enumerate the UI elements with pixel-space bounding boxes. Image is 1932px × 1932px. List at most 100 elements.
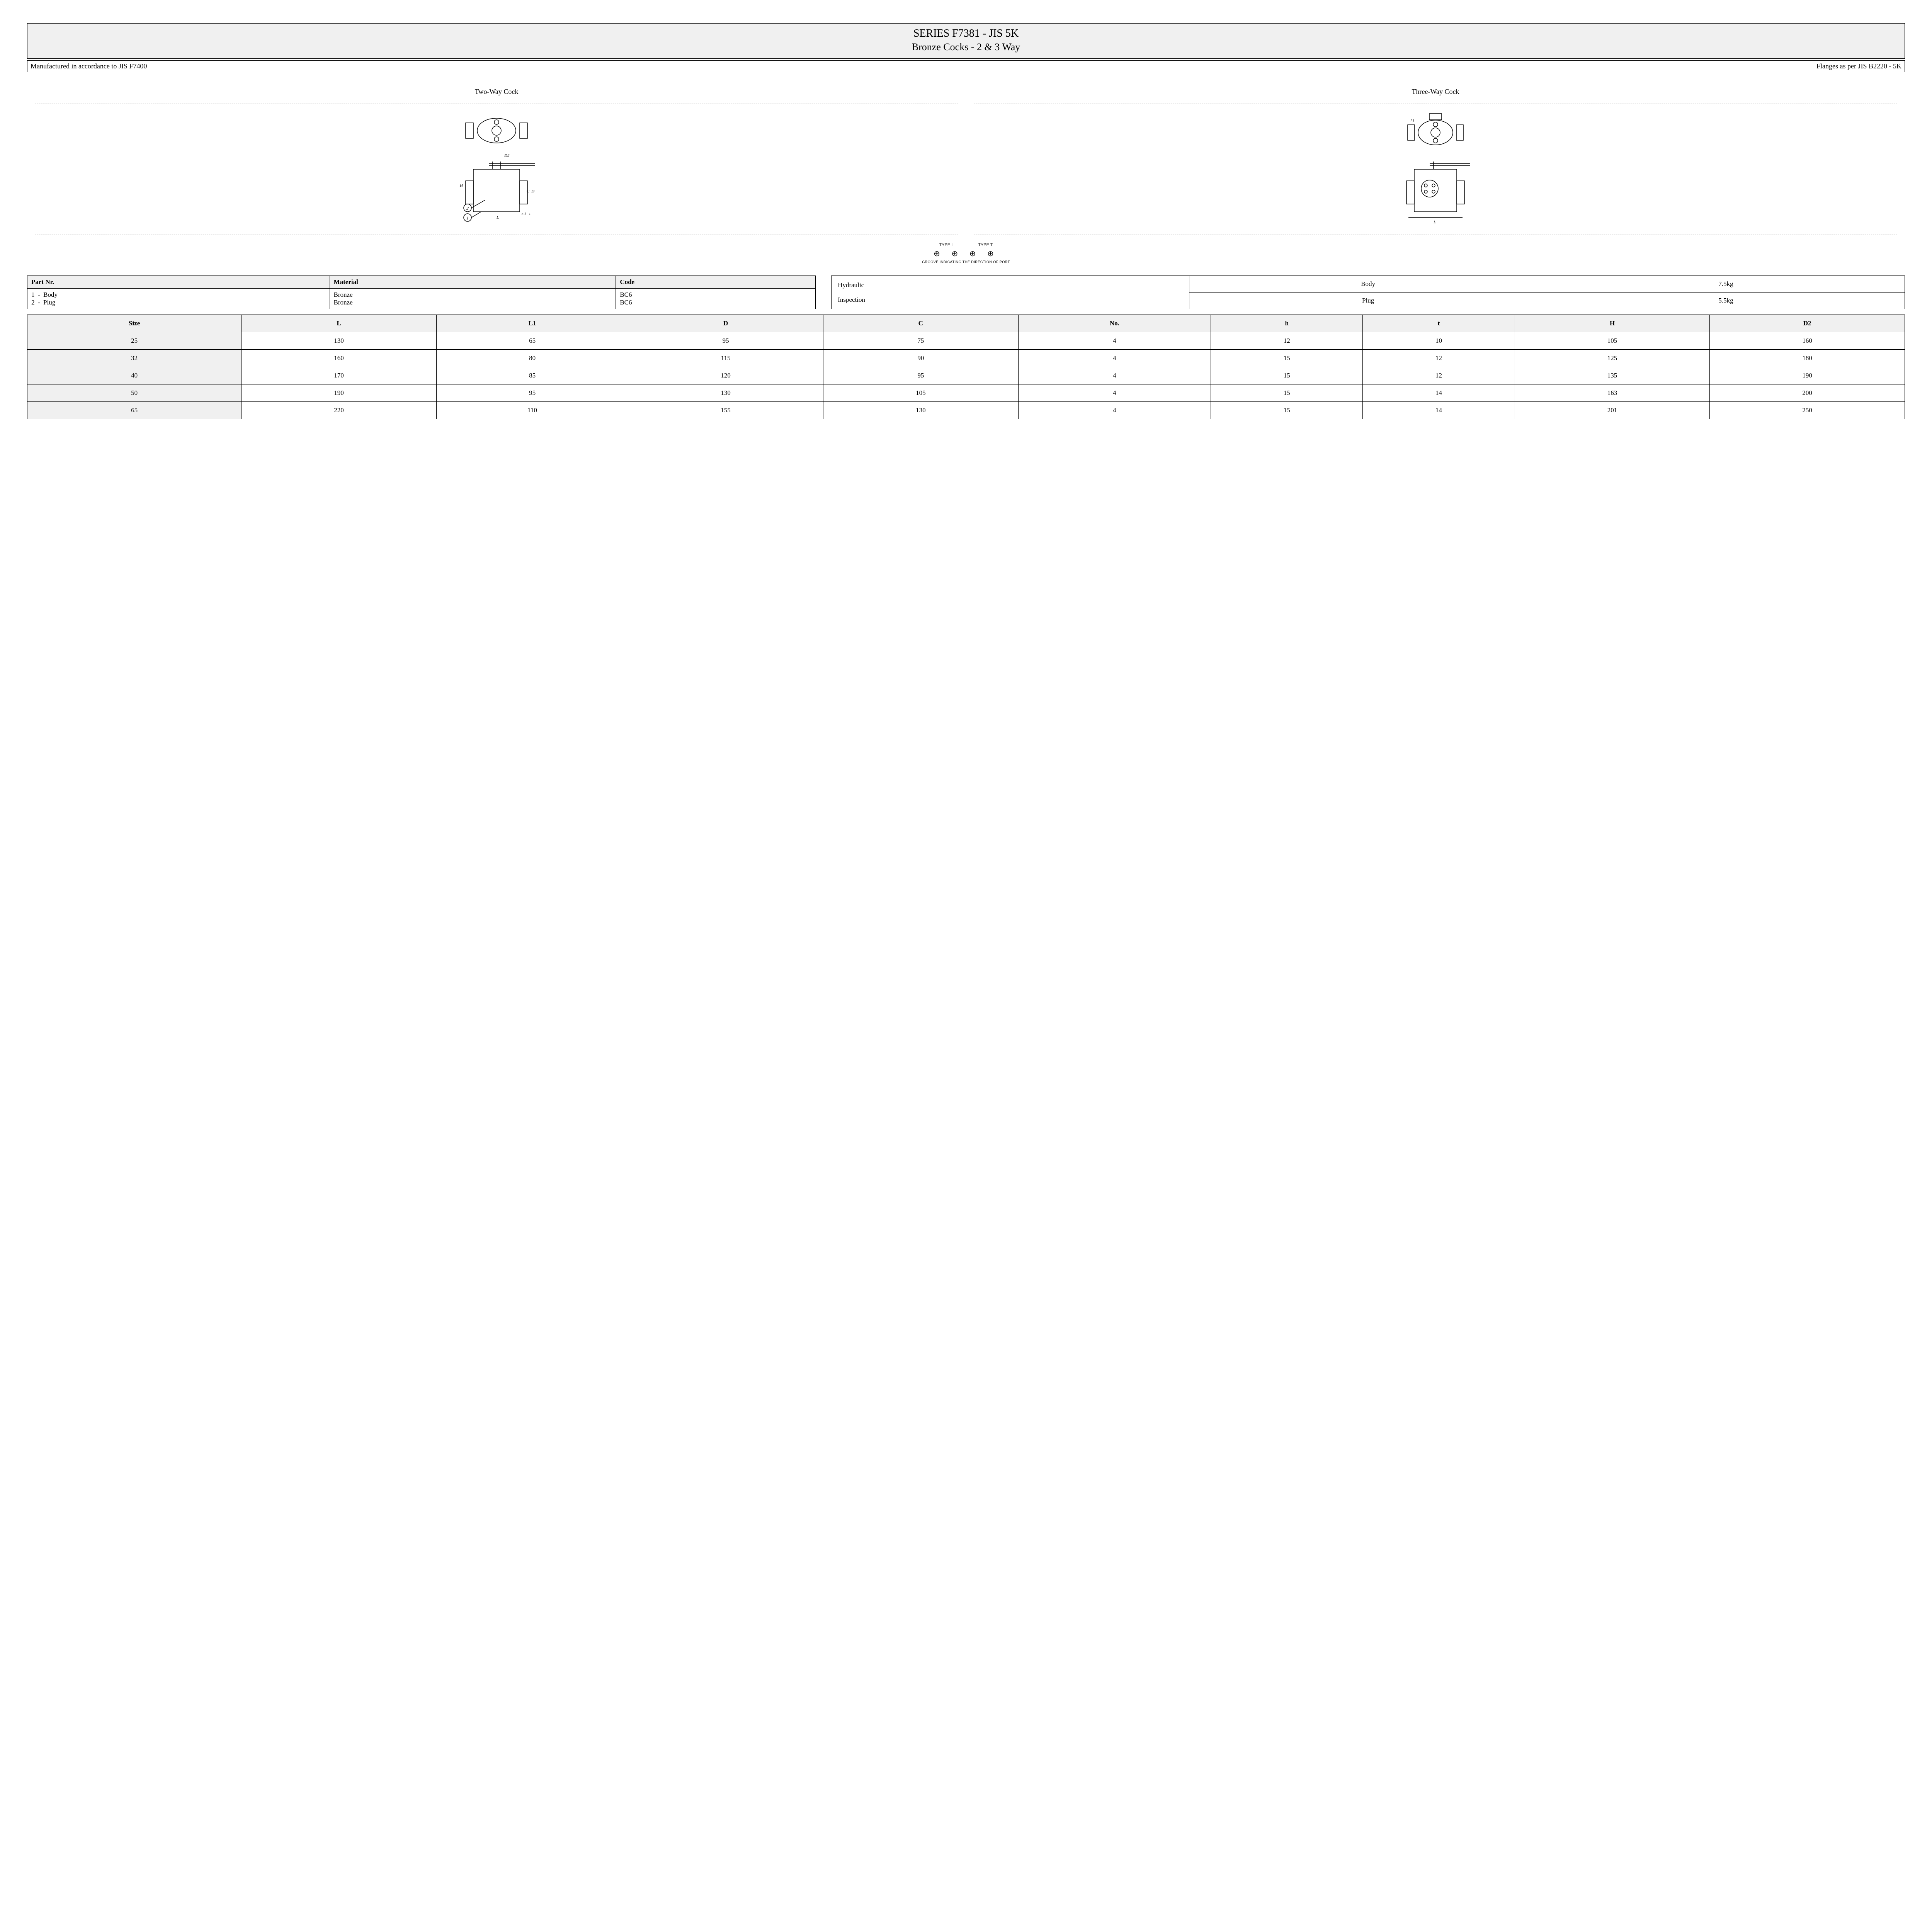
dim-cell: 12 bbox=[1363, 367, 1515, 384]
subtitle-row: Manufactured in accordance to JIS F7400 … bbox=[27, 60, 1905, 72]
dim-hdr-1: L bbox=[242, 315, 437, 332]
dim-cell: 160 bbox=[242, 350, 437, 367]
two-way-svg: 2 1 D2 C D L H n-h t bbox=[454, 111, 539, 227]
dim-cell: 95 bbox=[628, 332, 823, 350]
svg-text:C: C bbox=[527, 189, 530, 194]
inspection-table: Hydraulic Inspection Body 7.5kg Plug 5.5… bbox=[831, 276, 1905, 309]
dim-cell: 14 bbox=[1363, 402, 1515, 419]
dim-cell: 190 bbox=[242, 384, 437, 402]
material-header-row: Part Nr. Material Code bbox=[27, 276, 816, 289]
dim-cell: 80 bbox=[436, 350, 628, 367]
mat-part-1: 1 - Body bbox=[31, 291, 326, 299]
insp-value-2: 5.5kg bbox=[1547, 293, 1905, 309]
diagram-section: Two-Way Cock 2 bbox=[27, 88, 1905, 235]
dim-cell: 160 bbox=[1710, 332, 1905, 350]
title-line2: Bronze Cocks - 2 & 3 Way bbox=[27, 41, 1905, 53]
svg-text:D2: D2 bbox=[504, 153, 510, 158]
dim-cell: 220 bbox=[242, 402, 437, 419]
dim-tbody: 2513065957541210105160321608011590415121… bbox=[27, 332, 1905, 419]
material-table: Part Nr. Material Code 1 - Body 2 - Plug… bbox=[27, 276, 816, 309]
three-way-label: Three-Way Cock bbox=[966, 88, 1905, 96]
dim-cell: 130 bbox=[628, 384, 823, 402]
dim-hdr-3: D bbox=[628, 315, 823, 332]
svg-text:2: 2 bbox=[466, 206, 469, 211]
dim-cell: 130 bbox=[823, 402, 1018, 419]
dim-cell: 180 bbox=[1710, 350, 1905, 367]
dim-cell: 14 bbox=[1363, 384, 1515, 402]
dim-row: 2513065957541210105160 bbox=[27, 332, 1905, 350]
dim-hdr-5: No. bbox=[1018, 315, 1211, 332]
dim-cell: 15 bbox=[1211, 350, 1363, 367]
dim-cell: 200 bbox=[1710, 384, 1905, 402]
mat-part-2: 2 - Plug bbox=[31, 299, 326, 306]
mat-material-1: Bronze bbox=[334, 291, 612, 299]
type-icons: ⊕ ⊕ ⊕ ⊕ bbox=[27, 249, 1905, 259]
title-box: SERIES F7381 - JIS 5K Bronze Cocks - 2 &… bbox=[27, 23, 1905, 59]
insp-label-cell: Hydraulic Inspection bbox=[832, 276, 1189, 309]
dim-cell: 201 bbox=[1515, 402, 1710, 419]
dim-cell: 15 bbox=[1211, 384, 1363, 402]
mat-code-1: BC6 bbox=[620, 291, 811, 299]
dim-cell: 105 bbox=[1515, 332, 1710, 350]
dim-row: 6522011015513041514201250 bbox=[27, 402, 1905, 419]
dim-cell: 95 bbox=[436, 384, 628, 402]
dim-cell: 12 bbox=[1211, 332, 1363, 350]
dim-cell: 170 bbox=[242, 367, 437, 384]
dim-cell: 50 bbox=[27, 384, 242, 402]
dim-row: 501909513010541514163200 bbox=[27, 384, 1905, 402]
mat-code-2: BC6 bbox=[620, 299, 811, 306]
type-row: TYPE L TYPE T ⊕ ⊕ ⊕ ⊕ GROOVE INDICATING … bbox=[27, 243, 1905, 264]
type-t-label: TYPE T bbox=[978, 243, 993, 247]
dim-cell: 65 bbox=[436, 332, 628, 350]
svg-text:L: L bbox=[1433, 220, 1436, 224]
insp-value-1: 7.5kg bbox=[1547, 276, 1905, 293]
svg-text:H: H bbox=[459, 183, 463, 188]
mat-material-2: Bronze bbox=[334, 299, 612, 306]
dim-cell: 4 bbox=[1018, 367, 1211, 384]
dim-hdr-7: t bbox=[1363, 315, 1515, 332]
dim-cell: 105 bbox=[823, 384, 1018, 402]
three-way-svg: L L1 bbox=[1393, 111, 1478, 227]
dimensions-table: Size L L1 D C No. h t H D2 2513065957541… bbox=[27, 315, 1905, 419]
dim-cell: 4 bbox=[1018, 332, 1211, 350]
svg-text:L1: L1 bbox=[1410, 119, 1415, 123]
dim-cell: 90 bbox=[823, 350, 1018, 367]
dim-cell: 4 bbox=[1018, 350, 1211, 367]
three-way-drawing: L L1 bbox=[974, 104, 1897, 235]
dim-cell: 115 bbox=[628, 350, 823, 367]
dim-row: 32160801159041512125180 bbox=[27, 350, 1905, 367]
svg-text:D: D bbox=[531, 189, 534, 194]
dim-hdr-2: L1 bbox=[436, 315, 628, 332]
dim-hdr-8: H bbox=[1515, 315, 1710, 332]
mat-hdr-part: Part Nr. bbox=[27, 276, 330, 289]
subtitle-right: Flanges as per JIS B2220 - 5K bbox=[1816, 62, 1901, 70]
insp-item-2: Plug bbox=[1189, 293, 1547, 309]
dim-cell: 110 bbox=[436, 402, 628, 419]
dim-cell: 65 bbox=[27, 402, 242, 419]
mat-hdr-code: Code bbox=[616, 276, 816, 289]
dim-cell: 163 bbox=[1515, 384, 1710, 402]
tables-row: Part Nr. Material Code 1 - Body 2 - Plug… bbox=[27, 276, 1905, 309]
svg-text:L: L bbox=[496, 215, 499, 220]
dim-cell: 12 bbox=[1363, 350, 1515, 367]
mat-hdr-material: Material bbox=[330, 276, 616, 289]
dim-cell: 125 bbox=[1515, 350, 1710, 367]
dim-cell: 120 bbox=[628, 367, 823, 384]
dim-cell: 4 bbox=[1018, 402, 1211, 419]
type-l-label: TYPE L bbox=[939, 243, 954, 247]
insp-item-1: Body bbox=[1189, 276, 1547, 293]
dim-cell: 135 bbox=[1515, 367, 1710, 384]
dim-cell: 40 bbox=[27, 367, 242, 384]
dim-cell: 10 bbox=[1363, 332, 1515, 350]
dim-cell: 4 bbox=[1018, 384, 1211, 402]
dim-hdr-0: Size bbox=[27, 315, 242, 332]
dim-row: 40170851209541512135190 bbox=[27, 367, 1905, 384]
title-line1: SERIES F7381 - JIS 5K bbox=[27, 27, 1905, 40]
dim-header-row: Size L L1 D C No. h t H D2 bbox=[27, 315, 1905, 332]
diagram-col-two-way: Two-Way Cock 2 bbox=[27, 88, 966, 235]
insp-label-top: Hydraulic bbox=[838, 281, 1184, 289]
dim-hdr-9: D2 bbox=[1710, 315, 1905, 332]
dim-cell: 75 bbox=[823, 332, 1018, 350]
insp-label-bottom: Inspection bbox=[838, 296, 1184, 304]
dim-cell: 95 bbox=[823, 367, 1018, 384]
